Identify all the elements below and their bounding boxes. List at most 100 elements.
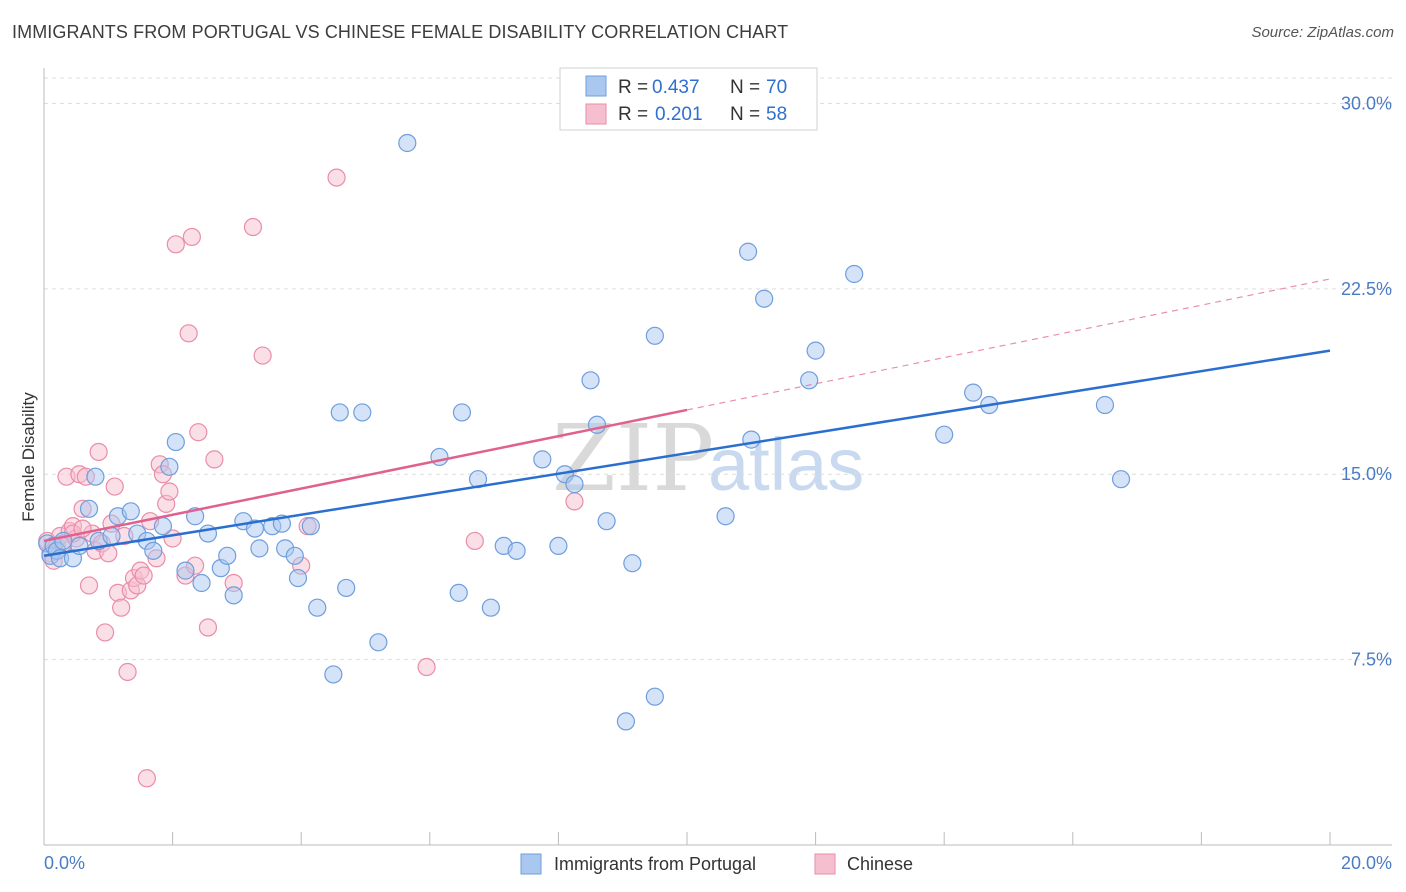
data-point-portugal: [449, 583, 468, 602]
data-point-portugal: [581, 371, 600, 390]
data-point-portugal: [86, 467, 105, 486]
data-point-portugal: [452, 403, 472, 422]
data-point-portugal: [224, 586, 243, 605]
legend-swatch-portugal: [585, 75, 607, 97]
data-point-portugal: [645, 687, 664, 706]
legend-swatch-chinese: [585, 103, 607, 125]
y-axis-label: Female Disability: [19, 392, 38, 522]
y-tick-label: 15.0%: [1341, 464, 1392, 484]
data-point-chinese: [189, 423, 208, 442]
legend-r-label-chinese: R =: [618, 104, 648, 125]
legend-r-value-portugal: 0.437: [652, 77, 700, 98]
data-point-portugal: [153, 517, 173, 536]
legend-n-label-chinese: N =: [730, 104, 760, 125]
data-point-chinese: [253, 346, 272, 365]
bottom-legend-label-portugal: Immigrants from Portugal: [554, 854, 756, 874]
legend-r-label-portugal: R =: [618, 77, 648, 98]
x-tick-label-min: 0.0%: [44, 853, 85, 873]
data-point-chinese: [79, 576, 99, 595]
data-point-chinese: [205, 450, 224, 469]
data-point-chinese: [118, 662, 137, 682]
data-point-chinese: [417, 657, 436, 677]
trend-lines: [43, 278, 1331, 558]
data-point-portugal: [806, 341, 825, 360]
data-point-chinese: [112, 598, 131, 617]
bottom-legend-label-chinese: Chinese: [847, 854, 913, 874]
data-point-portugal: [176, 561, 195, 580]
legend-n-value-portugal: 70: [766, 77, 787, 98]
data-point-chinese: [198, 618, 218, 637]
data-point-chinese: [137, 769, 156, 788]
data-point-portugal: [565, 475, 584, 494]
bottom-legend: Immigrants from Portugal Chinese: [520, 853, 913, 875]
data-point-portugal: [597, 512, 616, 531]
data-point-portugal: [301, 517, 320, 536]
data-point-portugal: [481, 598, 500, 617]
data-point-chinese: [465, 531, 484, 551]
data-point-portugal: [353, 403, 372, 422]
trend-line-chinese: [43, 408, 688, 543]
data-point-portugal: [398, 133, 417, 153]
data-point-portugal: [645, 326, 664, 345]
data-point-portugal: [738, 242, 758, 261]
data-point-portugal: [288, 568, 308, 588]
data-point-portugal: [533, 450, 552, 469]
data-point-portugal: [245, 519, 265, 538]
data-point-portugal: [369, 633, 388, 652]
data-point-portugal: [144, 541, 163, 560]
watermark-atlas: atlas: [708, 423, 864, 506]
data-point-portugal: [250, 539, 269, 558]
data-point-portugal: [218, 546, 237, 565]
data-point-portugal: [549, 536, 568, 556]
data-point-portugal: [166, 432, 185, 452]
bottom-legend-swatch-chinese: [814, 853, 836, 875]
data-point-chinese: [105, 477, 124, 496]
data-point-portugal: [623, 554, 642, 573]
x-axis-ticks: [43, 832, 1331, 845]
data-point-chinese: [160, 482, 179, 501]
gridlines: [44, 77, 1392, 661]
data-point-portugal: [121, 502, 140, 521]
data-point-portugal: [716, 507, 735, 526]
data-point-chinese: [179, 324, 198, 343]
data-point-chinese: [327, 168, 346, 187]
legend-r-value-chinese: 0.201: [655, 104, 703, 125]
data-point-portugal: [800, 371, 819, 390]
data-point-portugal: [160, 457, 179, 476]
y-axis-tick-labels: 7.5% 15.0% 22.5% 30.0%: [1341, 93, 1392, 669]
data-point-chinese: [182, 227, 201, 247]
data-point-chinese: [243, 217, 263, 237]
legend-n-label-portugal: N =: [730, 77, 760, 98]
y-tick-label: 30.0%: [1341, 93, 1392, 113]
legend: R = 0.437 N = 70 R = 0.201 N = 58: [559, 67, 818, 131]
source-credit: Source: ZipAtlas.com: [1251, 24, 1394, 41]
data-point-portugal: [964, 383, 983, 402]
data-point-portugal: [192, 573, 211, 593]
data-point-chinese: [565, 492, 584, 511]
legend-n-value-chinese: 58: [766, 104, 787, 125]
data-point-portugal: [845, 264, 864, 284]
y-tick-label: 7.5%: [1351, 650, 1392, 670]
x-tick-label-max: 20.0%: [1341, 853, 1392, 873]
bottom-legend-swatch-portugal: [520, 853, 542, 875]
data-point-portugal: [330, 403, 349, 422]
data-point-portugal: [308, 598, 327, 617]
data-point-chinese: [134, 566, 153, 585]
series-chinese-points: [38, 168, 584, 788]
data-point-chinese: [89, 442, 108, 462]
data-point-portugal: [507, 541, 526, 560]
data-point-chinese: [166, 235, 185, 254]
data-point-portugal: [742, 430, 761, 449]
y-tick-label: 22.5%: [1341, 279, 1392, 299]
chart-title: IMMIGRANTS FROM PORTUGAL VS CHINESE FEMA…: [12, 22, 789, 42]
data-point-portugal: [935, 425, 954, 444]
data-point-portugal: [324, 665, 343, 684]
data-point-portugal: [79, 499, 99, 518]
data-point-portugal: [285, 546, 304, 565]
data-point-portugal: [1111, 470, 1131, 489]
data-point-portugal: [102, 526, 121, 546]
data-point-portugal: [755, 289, 774, 308]
data-point-portugal: [616, 712, 636, 731]
trend-line-portugal: [43, 349, 1331, 558]
